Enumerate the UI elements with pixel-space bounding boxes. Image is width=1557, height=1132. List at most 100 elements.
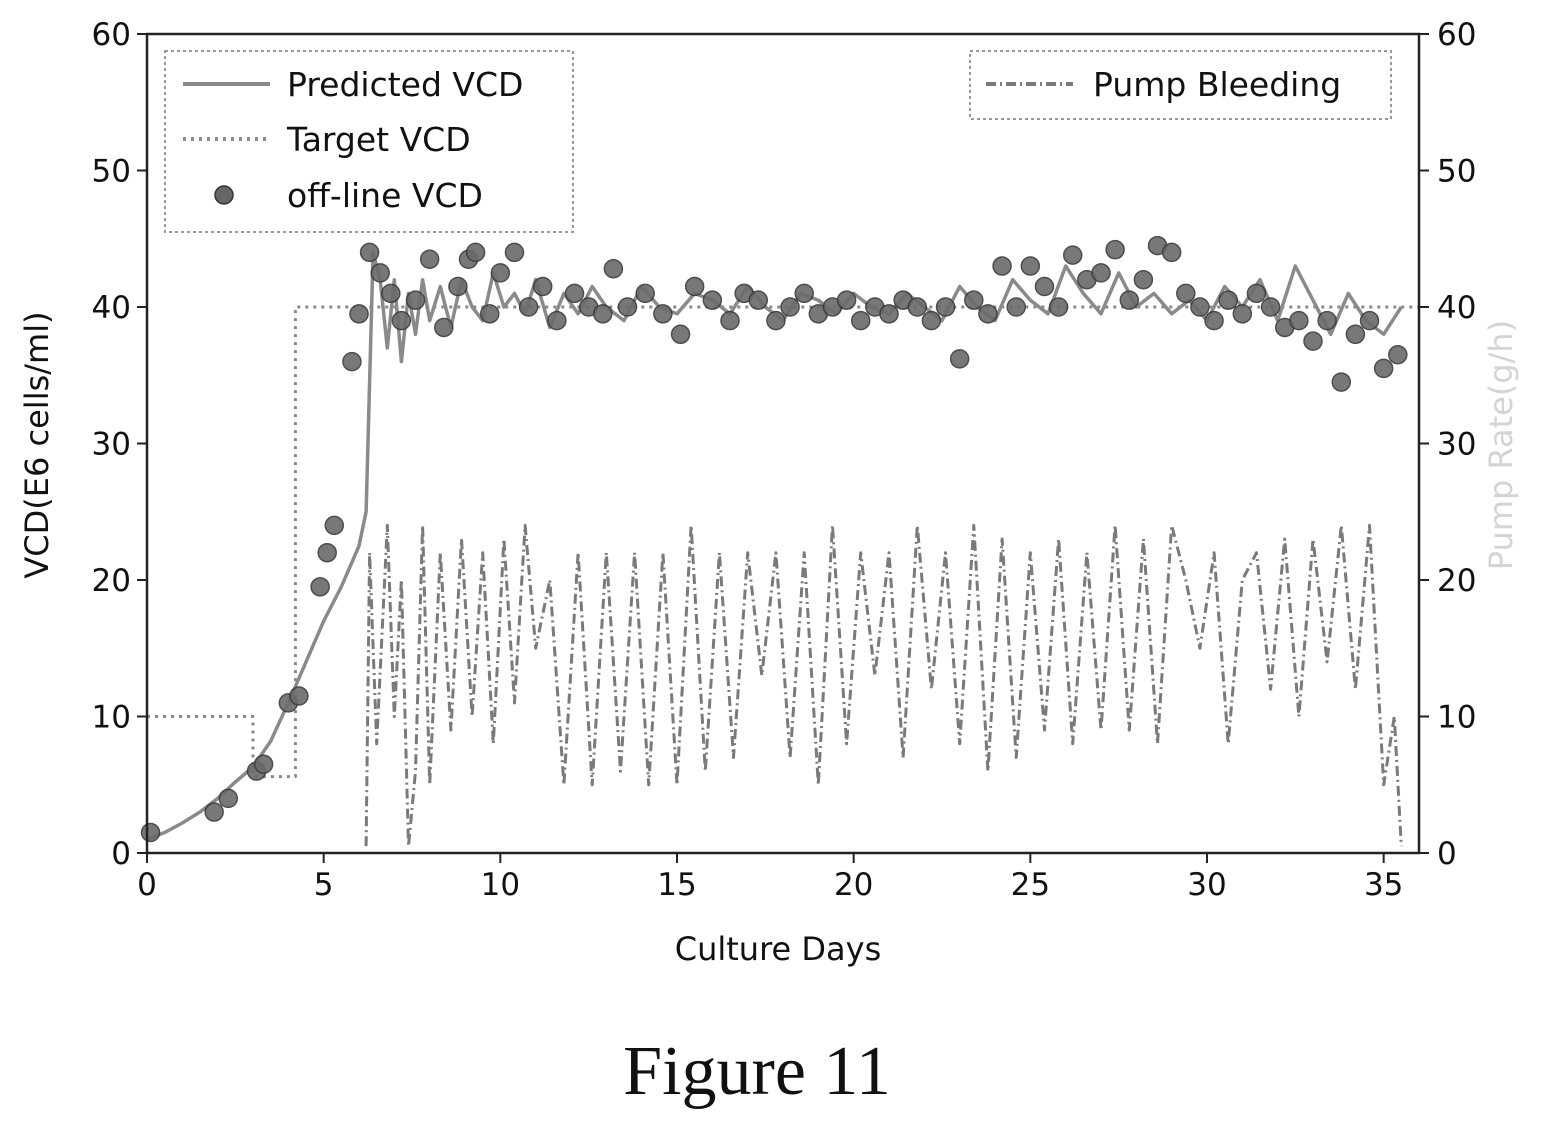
off-line-vcd-point-28 [564,283,585,304]
off-line-vcd-point-60 [1034,276,1055,297]
off-line-vcd-point-66 [1119,290,1140,310]
off-line-vcd-point-43 [794,283,814,304]
off-line-vcd-point-46 [836,290,857,310]
off-line-vcd-point-81 [1331,372,1352,392]
off-line-vcd-point-53 [935,297,956,317]
x-tick-label-6: 30 [1187,867,1226,903]
off-line-vcd-point-42 [780,297,800,317]
off-line-vcd-point-56 [978,304,998,324]
off-line-vcd-point-76 [1260,297,1281,317]
off-line-vcd-point-6 [289,686,309,706]
y-tick-label-1: 10 [92,700,131,736]
off-line-vcd-point-12 [359,242,380,263]
off-line-vcd-point-22 [479,304,500,324]
legend-predicted-label: Predicted VCD [287,65,523,104]
off-line-vcd-point-57 [992,256,1012,276]
off-line-vcd-point-70 [1176,283,1196,304]
off-line-vcd-point-75 [1246,283,1267,304]
y2-axis-label: Pump Rate(g/h) [1482,320,1520,570]
legend-target-label: Target VCD [286,120,471,159]
off-line-vcd-point-38 [720,310,740,331]
x-axis-label: Culture Days [675,930,882,968]
y-tick-label-2: 20 [92,563,131,599]
series-layer [140,235,1419,848]
off-line-vcd-point-35 [670,324,691,345]
legend-right-box [969,50,1392,120]
off-line-vcd-point-0 [140,822,161,843]
y2-tick-label-1: 10 [1437,700,1476,736]
y2-tick-label-6: 60 [1437,17,1476,53]
off-line-vcd-point-31 [603,259,624,279]
off-line-vcd-point-2 [218,788,239,809]
off-line-vcd-point-65 [1105,239,1125,260]
off-line-vcd-point-69 [1161,242,1182,263]
y2-tick-label-5: 50 [1437,154,1476,190]
off-line-vcd-point-30 [593,304,613,324]
off-line-vcd-point-79 [1303,331,1323,351]
off-line-vcd-point-67 [1133,269,1154,290]
off-line-vcd-point-10 [342,351,362,372]
legend-offline-label: off-line VCD [287,176,483,215]
off-line-vcd-point-83 [1359,310,1380,331]
off-line-vcd-point-16 [405,290,426,310]
off-line-vcd-point-74 [1232,304,1253,324]
x-tick-label-1: 5 [314,867,334,903]
off-line-vcd-point-21 [465,242,486,263]
off-line-vcd-point-14 [381,283,401,304]
off-line-vcd-point-25 [518,297,539,317]
off-line-vcd-point-49 [879,304,899,324]
off-line-vcd-point-11 [349,304,369,324]
off-line-vcd-point-36 [684,276,705,297]
x-tick-label-3: 15 [657,867,696,903]
off-line-vcd-point-32 [617,297,638,317]
legend-left-box [164,50,574,233]
y-tick-label-6: 60 [92,17,131,53]
off-line-vcd-point-52 [921,310,942,331]
y-tick-label-0: 0 [111,836,131,872]
predicted-vcd-line [146,250,1403,842]
off-line-vcd-point-59 [1020,256,1041,276]
legend-pump-label: Pump Bleeding [1093,65,1341,104]
figure-caption: Figure 11 [623,1033,891,1110]
off-line-vcd-point-41 [766,310,786,331]
off-line-vcd-point-26 [532,276,553,297]
off-line-vcd-point-18 [434,317,454,338]
off-line-vcd-point-23 [490,263,511,283]
off-line-vcd-point-15 [391,310,412,331]
axes-layer: 0 5 10 15 20 25 30 35 0 10 20 30 40 50 60 0 10 20 30 40 50 60 [92,17,1477,903]
off-line-vcd-point-78 [1289,310,1309,331]
off-line-vcd-point-47 [850,310,871,331]
off-line-vcd-point-37 [702,290,723,310]
y2-tick-label-2: 20 [1437,563,1476,599]
x-tick-label-2: 10 [481,867,520,903]
off-line-vcd-point-85 [1388,345,1408,365]
target-vcd-line [147,305,1419,779]
off-line-vcd-point-24 [504,242,525,263]
legend-offline-marker [214,185,234,205]
y-tick-label-5: 50 [92,154,131,190]
off-line-vcd-point-80 [1317,310,1337,331]
x-tick-label-0: 0 [137,867,157,903]
off-line-vcd-point-62 [1062,245,1083,265]
y2-tick-label-3: 30 [1437,427,1476,463]
off-line-vcd-point-17 [419,249,440,269]
off-line-vcd-point-19 [448,276,468,297]
off-line-vcd-point-55 [964,290,984,310]
off-line-vcd-point-7 [310,577,330,597]
x-tick-label-4: 20 [834,867,873,903]
pump-bleeding-line [364,523,1403,848]
off-line-vcd-point-58 [1006,297,1026,317]
y2-tick-label-4: 40 [1437,290,1476,326]
off-line-vcd-point-84 [1373,358,1394,379]
off-line-vcd-point-34 [653,304,673,324]
off-line-vcd-point-27 [547,310,567,331]
off-line-vcd-point-9 [324,515,345,536]
y-axis-label: VCD(E6 cells/ml) [18,311,56,578]
off-line-vcd-point-72 [1204,310,1224,331]
off-line-vcd-point-8 [317,542,337,563]
off-line-vcd-point-40 [748,290,769,310]
off-line-vcd-point-51 [907,297,928,317]
y2-tick-label-0: 0 [1437,836,1457,872]
